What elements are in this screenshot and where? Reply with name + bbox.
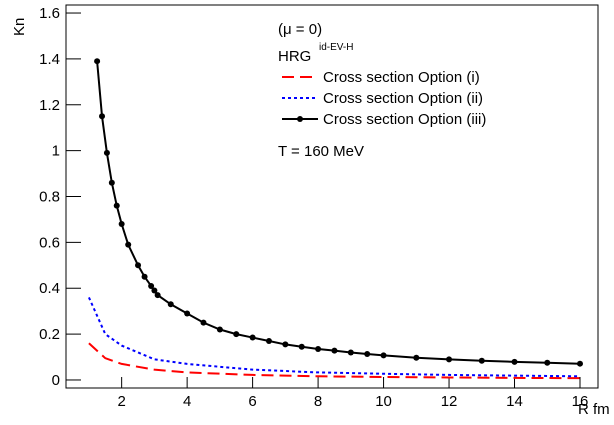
y-tick-label: 0.8 [39, 189, 60, 206]
x-tick-label: 16 [572, 393, 589, 410]
data-point [315, 346, 322, 353]
data-point [265, 337, 272, 344]
y-tick-label: 0.6 [39, 234, 60, 251]
data-point [108, 179, 115, 186]
y-tick-label: 1 [52, 143, 60, 160]
annotation: (μ = 0) [278, 21, 322, 38]
legend-header: HRG [278, 48, 311, 65]
x-tick-label: 14 [506, 393, 523, 410]
data-point [151, 287, 158, 294]
data-point [167, 301, 174, 308]
data-point [446, 356, 453, 363]
data-point [216, 326, 223, 333]
data-point [544, 359, 551, 366]
data-point [200, 319, 207, 326]
data-point [298, 343, 305, 350]
series-line [96, 61, 581, 365]
y-tick-label: 0.2 [39, 326, 60, 343]
y-tick-label: 0 [52, 372, 60, 389]
x-tick-label: 2 [117, 393, 125, 410]
data-point [184, 310, 191, 317]
legend-header-superscript: id-EV-H [319, 42, 353, 53]
x-tick-label: 4 [183, 393, 191, 410]
data-point [576, 360, 583, 367]
series-line [88, 342, 580, 380]
data-point [380, 352, 387, 359]
data-point [478, 357, 485, 364]
series-line [88, 297, 581, 378]
legend-label: Cross section Option (ii) [323, 90, 483, 107]
x-tick-label: 12 [441, 393, 458, 410]
data-point [249, 334, 256, 341]
x-tick-label: 8 [314, 393, 322, 410]
data-point [99, 113, 106, 120]
data-point [148, 282, 155, 289]
data-point [135, 262, 142, 269]
data-point [141, 273, 148, 280]
data-point [118, 221, 125, 228]
y-tick-label: 1.2 [39, 97, 60, 114]
data-point [413, 354, 420, 361]
data-point [233, 331, 240, 338]
y-tick-label: 0.4 [39, 280, 60, 297]
data-point [511, 358, 518, 365]
data-point [154, 292, 161, 299]
data-point [364, 351, 371, 358]
legend-label: Cross section Option (i) [323, 69, 480, 86]
data-point [103, 149, 110, 156]
annotation: T = 160 MeV [278, 143, 364, 160]
data-point [113, 202, 120, 209]
x-axis-title: R fm [578, 401, 610, 418]
data-point [125, 241, 132, 248]
y-axis-title: Kn [11, 18, 28, 36]
y-tick-label: 1.4 [39, 51, 60, 68]
x-tick-label: 6 [248, 393, 256, 410]
x-tick-label: 10 [375, 393, 392, 410]
legend-marker [297, 116, 303, 122]
data-point [94, 58, 101, 65]
data-point [282, 341, 289, 348]
data-point [331, 347, 338, 354]
data-point [347, 349, 354, 356]
y-tick-label: 1.6 [39, 5, 60, 22]
legend-label: Cross section Option (iii) [323, 111, 486, 128]
plot-frame [65, 4, 599, 389]
